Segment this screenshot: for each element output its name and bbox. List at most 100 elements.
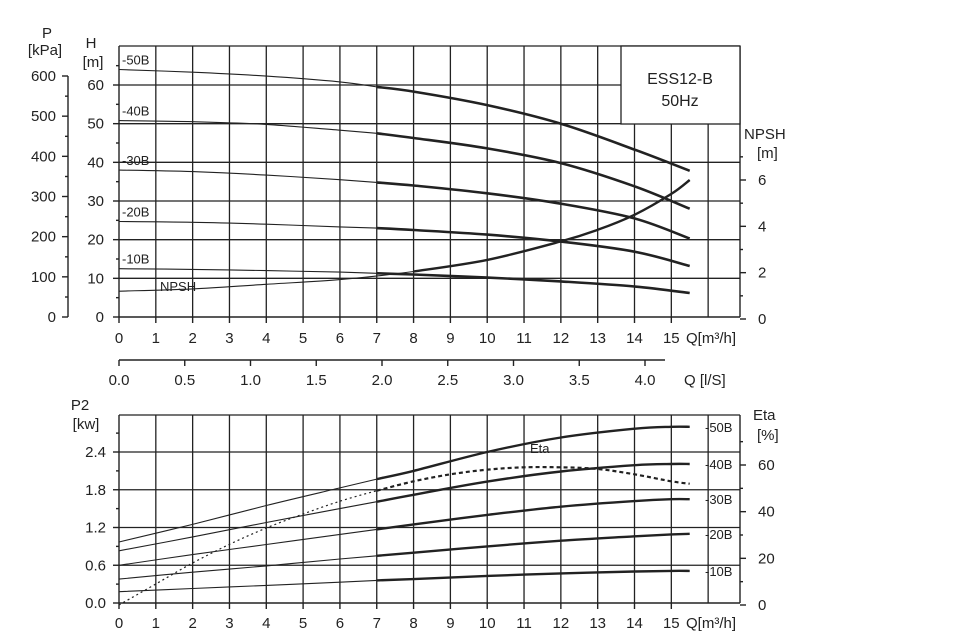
- npsh-axis-title: NPSH: [744, 126, 786, 143]
- p-tick-label: 500: [31, 108, 56, 125]
- h-curve-label: -50B: [122, 53, 149, 68]
- p2-tick-label: 1.2: [85, 520, 106, 537]
- top-chart: ESS12-B50HzP[kPa]0100200300400500600H[m]…: [28, 25, 786, 389]
- npsh-tick-label: 6: [758, 172, 766, 189]
- eta-axis-unit: [%]: [757, 427, 779, 444]
- p-tick-label: 600: [31, 68, 56, 85]
- h-curve-thick: [376, 181, 691, 240]
- h-curve-thin: [118, 68, 377, 88]
- p2-curve-thin: [118, 528, 377, 566]
- q-tick-label: 7: [373, 330, 381, 347]
- q-tick-label: 11: [516, 330, 532, 347]
- npsh-tick-label: 4: [758, 218, 766, 235]
- p-axis-unit: [kPa]: [28, 42, 62, 59]
- q-tick-label: 2: [188, 330, 196, 347]
- q-tick-label-bottom: 6: [336, 615, 344, 632]
- h-tick-label: 60: [87, 77, 104, 94]
- p2-curve-thin: [118, 555, 377, 580]
- q-tick-label: 5: [299, 330, 307, 347]
- ls-tick-label: 3.0: [503, 372, 524, 389]
- h-curve-thick: [376, 272, 690, 295]
- q-tick-label: 14: [626, 330, 643, 347]
- ls-tick-label: 0.5: [174, 372, 195, 389]
- q-tick-label-bottom: 3: [225, 615, 233, 632]
- ls-tick-label: 2.5: [437, 372, 458, 389]
- p2-curve-thick: [376, 425, 690, 481]
- q-tick-label: 4: [262, 330, 270, 347]
- h-curve-label: -10B: [122, 252, 149, 267]
- p2-curve-thin: [118, 501, 377, 552]
- eta-tick-label: 20: [758, 550, 775, 567]
- p2-curve-label: -20B: [705, 527, 732, 542]
- q-tick-label: 3: [225, 330, 233, 347]
- q-tick-label: 13: [589, 330, 606, 347]
- h-axis-unit: [m]: [83, 54, 104, 71]
- p2-curve-thick: [376, 462, 690, 503]
- ls-tick-label: 3.5: [569, 372, 590, 389]
- h-curve-thin: [118, 220, 377, 229]
- p-tick-label: 0: [48, 309, 56, 326]
- q-tick-label-bottom: 0: [115, 615, 123, 632]
- q-tick-label: 15: [663, 330, 680, 347]
- q-tick-label-bottom: 5: [299, 615, 307, 632]
- npsh-tick-label: 0: [758, 311, 766, 328]
- h-curve-thin: [118, 268, 377, 274]
- h-curve-label: -40B: [122, 104, 149, 119]
- h-curve-label: -30B: [122, 153, 149, 168]
- eta-tick-label: 0: [758, 597, 766, 614]
- p2-curve-thin: [118, 579, 377, 593]
- q-tick-label: 0: [115, 330, 123, 347]
- h-tick-label: 50: [87, 116, 104, 133]
- h-tick-label: 0: [96, 309, 104, 326]
- q-axis-title-bottom: Q[m³/h]: [686, 615, 736, 632]
- npsh-tick-label: 2: [758, 265, 766, 282]
- p2-tick-label: 1.8: [85, 482, 106, 499]
- ls-tick-label: 4.0: [635, 372, 656, 389]
- h-tick-label: 10: [87, 270, 104, 287]
- h-curve-thick: [376, 226, 691, 268]
- p-tick-label: 200: [31, 229, 56, 246]
- h-curve-thick: [376, 132, 691, 210]
- p2-curve-thick: [376, 497, 690, 531]
- p-tick-label: 100: [31, 269, 56, 286]
- ls-tick-label: 1.0: [240, 372, 261, 389]
- q-tick-label-bottom: 9: [446, 615, 454, 632]
- ls-tick-label: 0.0: [109, 372, 130, 389]
- p2-curve-label: -50B: [705, 420, 732, 435]
- model-box: [620, 45, 741, 125]
- h-tick-label: 20: [87, 232, 104, 249]
- p2-curve-label: -10B: [705, 564, 732, 579]
- q-tick-label-bottom: 1: [152, 615, 160, 632]
- h-curve-thin: [118, 120, 377, 134]
- h-tick-label: 40: [87, 154, 104, 171]
- ls-tick-label: 2.0: [372, 372, 393, 389]
- eta-axis-title: Eta: [753, 407, 776, 424]
- q-tick-label: 8: [409, 330, 417, 347]
- q-tick-label: 10: [479, 330, 496, 347]
- frequency-label: 50Hz: [661, 93, 698, 110]
- q-tick-label-bottom: 14: [626, 615, 643, 632]
- h-tick-label: 30: [87, 193, 104, 210]
- p-axis-title: P: [42, 25, 52, 42]
- q-tick-label: 6: [336, 330, 344, 347]
- p2-tick-label: 2.4: [85, 444, 106, 461]
- h-curve-label: -20B: [122, 204, 149, 219]
- p2-tick-label: 0.0: [85, 595, 106, 612]
- p2-curve-thick: [376, 569, 690, 582]
- h-axis-title: H: [86, 35, 97, 52]
- p2-axis-unit: [kw]: [73, 416, 100, 433]
- p2-tick-label: 0.6: [85, 557, 106, 574]
- p2-curve-label: -30B: [705, 492, 732, 507]
- p2-curve-label: -40B: [705, 457, 732, 472]
- ls-axis-title: Q [l/S]: [684, 372, 726, 389]
- q-tick-label-bottom: 4: [262, 615, 270, 632]
- q-axis-title: Q[m³/h]: [686, 330, 736, 347]
- q-tick-label-bottom: 13: [589, 615, 606, 632]
- npsh-axis-unit: [m]: [757, 145, 778, 162]
- q-tick-label-bottom: 8: [409, 615, 417, 632]
- q-tick-label-bottom: 10: [479, 615, 496, 632]
- q-tick-label: 1: [152, 330, 160, 347]
